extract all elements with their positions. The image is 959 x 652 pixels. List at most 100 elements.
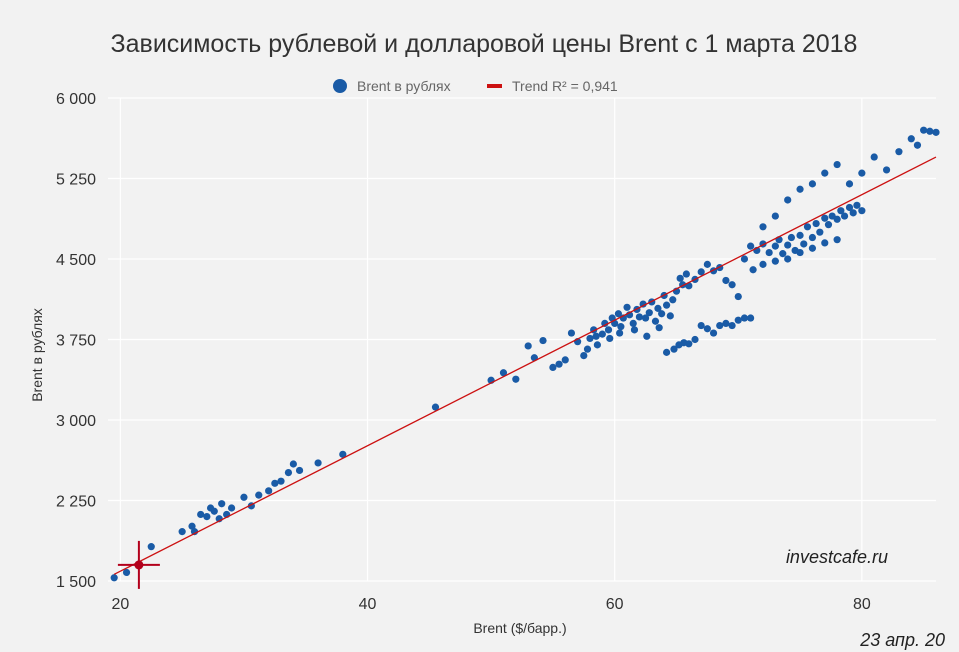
scatter-point-113: [800, 240, 808, 248]
scatter-point-66: [669, 296, 677, 304]
y-axis-ticks: 1 500 2 250 3 000 3 750 4 500 5 250 6 000: [56, 91, 96, 591]
scatter-point-145: [870, 153, 878, 161]
scatter-point-90: [722, 319, 730, 327]
scatter-point-129: [759, 260, 767, 268]
scatter-point-96: [606, 334, 614, 343]
scatter-point-68: [676, 274, 684, 282]
scatter-point-109: [784, 241, 792, 249]
y-tick-label-2: 3 000: [56, 413, 96, 430]
scatter-point-126: [853, 201, 861, 209]
scatter-point-128: [749, 266, 757, 274]
scatter-point-65: [666, 312, 674, 320]
scatter-point-125: [849, 209, 857, 217]
legend-marker-series-0: [333, 79, 347, 93]
scatter-point-18: [265, 487, 273, 495]
scatter-point-40: [586, 334, 594, 343]
scatter-point-39: [583, 345, 592, 353]
y-tick-label-0: 1 500: [56, 574, 96, 591]
scatter-point-29: [512, 375, 520, 383]
scatter-point-117: [816, 228, 824, 236]
scatter-point-36: [567, 329, 576, 337]
legend-marker-series-1: [487, 84, 502, 88]
scatter-point-15: [240, 493, 248, 501]
scatter-point-70: [682, 270, 690, 278]
x-tick-label-3: 80: [853, 596, 871, 613]
x-axis-label: Brent ($/барр.): [473, 620, 566, 636]
y-tick-label-3: 3 750: [56, 333, 96, 350]
legend-label-series-1: Trend R² = 0,941: [512, 78, 618, 94]
scatter-point-73: [697, 268, 705, 276]
scatter-point-142: [833, 160, 841, 169]
scatter-point-149: [913, 141, 922, 149]
y-tick-label-5: 5 250: [56, 172, 96, 189]
x-tick-label-0: 20: [111, 596, 129, 613]
scatter-point-151: [926, 127, 934, 135]
scatter-point-93: [740, 314, 749, 322]
scatter-point-79: [734, 292, 742, 301]
scatter-point-19: [271, 479, 279, 487]
scatter-point-108: [779, 250, 787, 258]
scatter-point-56: [639, 300, 647, 308]
scatter-point-89: [716, 321, 724, 330]
legend: Brent в рублях Trend R² = 0,941: [333, 78, 618, 94]
scatter-point-99: [643, 332, 651, 340]
scatter-point-28: [499, 369, 508, 377]
scatter-point-123: [840, 212, 849, 220]
scatter-point-64: [662, 301, 671, 309]
scatter-point-143: [845, 180, 854, 188]
scatter-point-138: [784, 196, 792, 204]
scatter-point-98: [630, 326, 639, 334]
scatter-point-5: [188, 522, 196, 530]
scatter-point-34: [555, 360, 563, 368]
scatter-point-8: [203, 513, 211, 521]
scatter-point-134: [821, 239, 829, 247]
y-tick-label-1: 2 250: [56, 494, 96, 511]
x-tick-label-1: 40: [359, 596, 377, 613]
y-tick-label-6: 6 000: [56, 91, 96, 108]
scatter-points: [110, 126, 940, 582]
scatter-point-57: [641, 314, 650, 322]
scatter-point-106: [771, 242, 779, 250]
scatter-point-94: [747, 314, 755, 322]
scatter-point-49: [617, 323, 625, 331]
scatter-point-114: [803, 223, 812, 231]
scatter-point-26: [431, 403, 440, 411]
scatter-point-137: [771, 212, 779, 220]
scatter-point-4: [178, 528, 186, 536]
scatter-point-60: [651, 317, 660, 325]
scatter-point-102: [747, 242, 755, 250]
scatter-point-112: [796, 231, 804, 239]
legend-label-series-0: Brent в рублях: [357, 78, 451, 94]
scatter-point-53: [629, 319, 637, 327]
highlight-point: [134, 560, 144, 570]
scatter-point-20: [277, 477, 285, 485]
scatter-point-35: [561, 356, 569, 364]
scatter-point-55: [635, 313, 644, 321]
x-axis-ticks: 20 40 60 80: [111, 596, 870, 613]
scatter-point-141: [821, 169, 829, 177]
scatter-point-130: [771, 257, 779, 265]
x-tick-label-2: 60: [606, 596, 624, 613]
scatter-point-146: [882, 166, 891, 174]
scatter-point-132: [796, 248, 804, 257]
date-stamp: 23 апр. 20: [859, 630, 945, 650]
scatter-point-87: [703, 325, 711, 333]
grid: [108, 97, 936, 582]
scatter-point-33: [549, 363, 557, 372]
scatter-point-32: [539, 336, 547, 345]
scatter-point-136: [759, 223, 767, 231]
scatter-point-135: [833, 236, 841, 244]
scatter-point-139: [796, 185, 804, 193]
scatter-point-44: [601, 319, 609, 327]
scatter-point-115: [808, 233, 817, 242]
watermark: investcafe.ru: [786, 547, 888, 567]
scatter-point-61: [654, 304, 662, 312]
scatter-point-23: [295, 466, 304, 475]
scatter-point-3: [147, 543, 155, 551]
scatter-point-7: [197, 510, 205, 519]
y-tick-label-4: 4 500: [56, 252, 96, 269]
scatter-point-148: [907, 135, 915, 143]
scatter-point-97: [616, 329, 624, 337]
